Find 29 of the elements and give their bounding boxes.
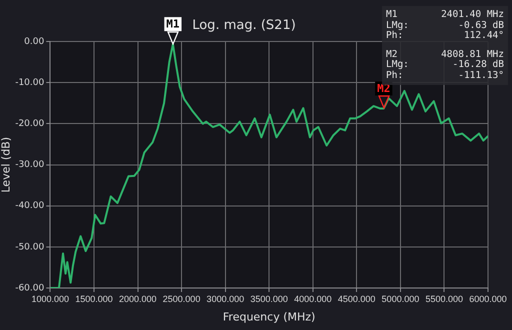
y-axis-title: Level (dB): [0, 136, 12, 193]
text: Ph: -111.13°: [386, 70, 504, 80]
x-tick-label: 3500.000: [250, 294, 288, 304]
x-tick-label: 4000.000: [294, 294, 332, 304]
x-tick-label: 4500.000: [338, 294, 376, 304]
x-axis-title: Frequency (MHz): [222, 310, 316, 324]
annotation: M2: [377, 82, 390, 95]
y-tick-label: -30.00: [15, 160, 44, 170]
x-tick-label: 2500.000: [162, 294, 200, 304]
y-tick-label: -10.00: [15, 78, 44, 88]
text: M1 2401.40 MHz: [386, 9, 504, 20]
x-tick-label: 1500.000: [75, 294, 113, 304]
chart-title: Log. mag. (S21): [192, 18, 296, 34]
text: Ph: 112.44°: [386, 30, 504, 41]
text: M2 4808.81 MHz: [386, 48, 504, 60]
y-tick-label: -50.00: [15, 242, 44, 252]
y-tick-label: 0.00: [24, 36, 44, 47]
y-tick-label: -20.00: [15, 119, 44, 130]
x-tick-label: 3000.000: [206, 294, 244, 304]
text: LMg: -16.28 dB: [386, 59, 504, 70]
annotation: M1: [166, 18, 180, 31]
text: LMg: -0.63 dB: [386, 20, 504, 30]
y-tick-label: -40.00: [15, 201, 44, 212]
x-tick-label: 5500.000: [425, 294, 463, 304]
x-tick-label: 2000.000: [118, 294, 157, 304]
x-tick-label: 1000.000: [31, 294, 69, 304]
x-tick-label: 5000.000: [382, 294, 420, 304]
x-tick-label: 6000.000: [469, 294, 507, 304]
y-tick-label: -60.00: [15, 283, 44, 294]
